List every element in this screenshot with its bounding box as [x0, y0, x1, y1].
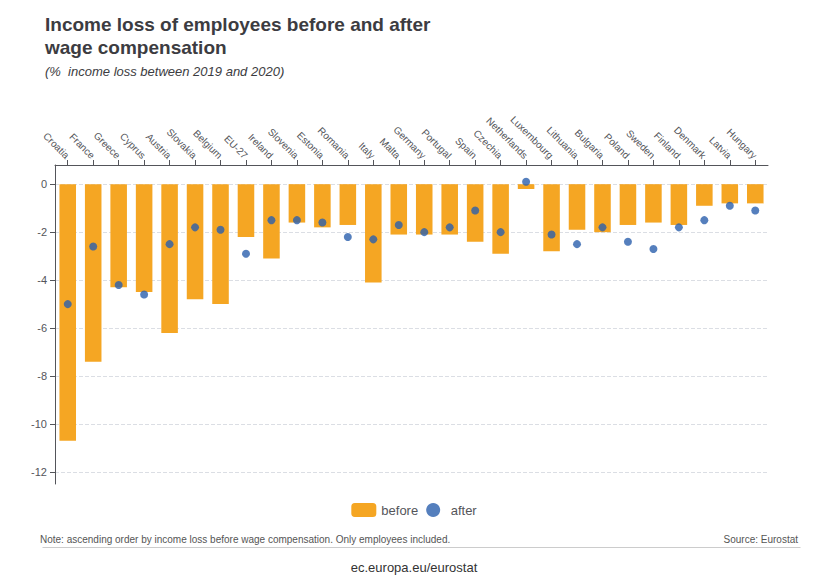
- svg-text:Sweden: Sweden: [624, 128, 657, 161]
- svg-text:(% income loss between 2019 a: (% income loss between 2019 and 2020): [45, 64, 284, 79]
- svg-text:Romania: Romania: [316, 125, 352, 161]
- svg-text:Poland: Poland: [602, 131, 632, 161]
- svg-text:Denmark: Denmark: [672, 124, 708, 160]
- svg-text:Portugal: Portugal: [420, 127, 454, 161]
- svg-text:Greece: Greece: [92, 130, 123, 161]
- svg-text:Slovakia: Slovakia: [164, 126, 199, 161]
- svg-text:Latvia: Latvia: [707, 134, 734, 161]
- svg-text:Slovenia: Slovenia: [266, 126, 301, 161]
- svg-text:-6: -6: [37, 322, 47, 334]
- svg-text:ec.europa.eu/eurostat: ec.europa.eu/eurostat: [351, 560, 478, 575]
- svg-text:-10: -10: [31, 418, 47, 430]
- svg-text:Income loss of employees befor: Income loss of employees before and afte…: [45, 14, 431, 35]
- svg-text:Netherlands: Netherlands: [484, 115, 530, 161]
- svg-text:Czechia: Czechia: [471, 127, 505, 161]
- svg-text:Source: Eurostat: Source: Eurostat: [724, 534, 799, 545]
- svg-text:Austria: Austria: [143, 131, 174, 161]
- svg-text:France: France: [67, 131, 98, 161]
- svg-text:Cyprus: Cyprus: [118, 131, 148, 161]
- svg-text:Ireland: Ireland: [246, 131, 276, 161]
- svg-text:Malta: Malta: [377, 135, 403, 161]
- svg-text:Italy: Italy: [356, 140, 377, 161]
- svg-text:Germany: Germany: [391, 124, 428, 161]
- svg-text:Estonia: Estonia: [294, 129, 327, 161]
- svg-text:Finland: Finland: [651, 130, 683, 161]
- svg-text:Note: ascending order by incom: Note: ascending order by income loss bef…: [40, 534, 450, 545]
- svg-text:before: before: [381, 503, 418, 518]
- svg-text:Belgium: Belgium: [191, 128, 224, 161]
- svg-text:Bulgaria: Bulgaria: [573, 127, 607, 161]
- svg-text:-8: -8: [37, 370, 47, 382]
- svg-text:Hungary: Hungary: [725, 126, 759, 160]
- svg-text:-2: -2: [37, 226, 47, 238]
- svg-text:Spain: Spain: [453, 135, 479, 161]
- svg-text:EU-27: EU-27: [222, 133, 250, 161]
- svg-text:Croatia: Croatia: [41, 130, 72, 161]
- svg-text:0: 0: [41, 178, 47, 190]
- svg-text:Luxembourg: Luxembourg: [508, 114, 555, 161]
- svg-text:after: after: [451, 503, 478, 518]
- svg-text:-12: -12: [31, 466, 47, 478]
- svg-text:-4: -4: [37, 274, 47, 286]
- svg-text:wage compensation: wage compensation: [44, 37, 227, 58]
- svg-text:Lithuania: Lithuania: [544, 124, 581, 161]
